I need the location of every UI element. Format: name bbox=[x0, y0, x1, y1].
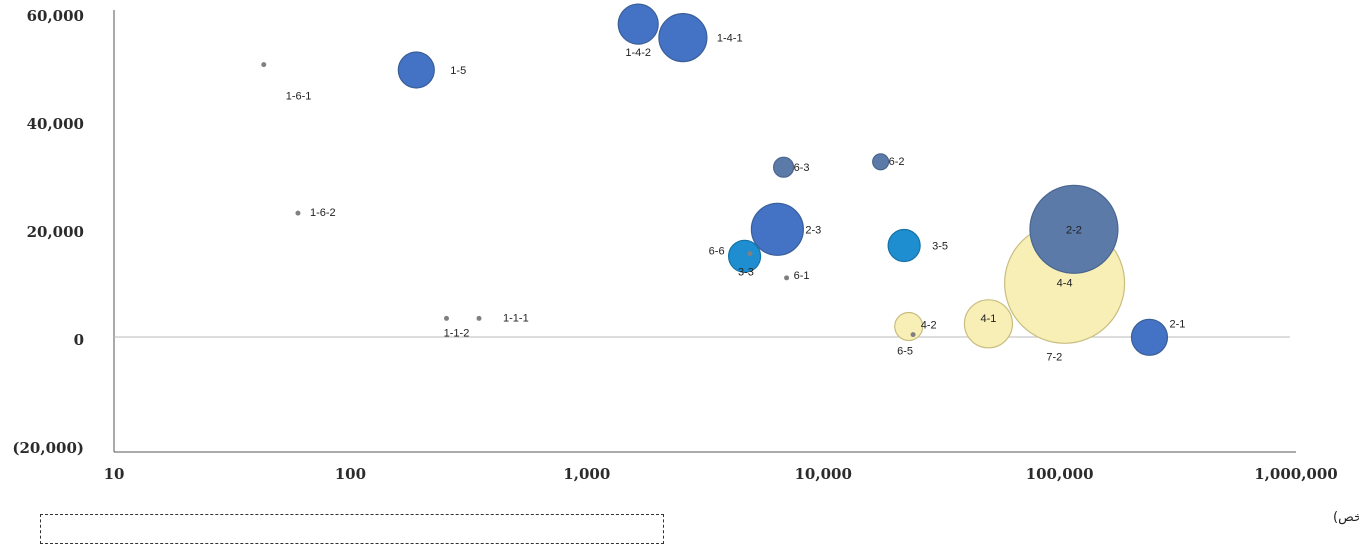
bubble-4-1 bbox=[963, 299, 1014, 349]
point-label: 6-6 bbox=[709, 245, 725, 257]
bubble-2-2 bbox=[1029, 184, 1119, 274]
point-label: 1-4-1 bbox=[717, 33, 743, 45]
x-tick-labels: 10 100 1,000 10,000 100,000 1,000,000 bbox=[104, 465, 1338, 483]
bubble-6-5 bbox=[910, 332, 916, 338]
bubble-3-3 bbox=[747, 251, 753, 257]
point-label: 3-3 bbox=[738, 267, 754, 279]
point-label: 1-1-1 bbox=[503, 312, 529, 324]
bubble-6-2 bbox=[872, 153, 890, 171]
x-tick-label: 10 bbox=[104, 465, 125, 483]
point-label: 1-1-2 bbox=[444, 327, 470, 339]
legend-box bbox=[40, 514, 664, 544]
bubble-1-1-2 bbox=[444, 315, 450, 321]
point-label: 1-5 bbox=[450, 65, 466, 77]
x-tick-label: 100,000 bbox=[1026, 465, 1094, 483]
bubble-1-6-2 bbox=[295, 210, 301, 216]
bubble-3-5 bbox=[887, 228, 921, 263]
point-label: 6-1 bbox=[794, 270, 810, 282]
bubble-1-5 bbox=[397, 51, 435, 89]
bubble-6-6 bbox=[727, 239, 762, 273]
bubble-1-4-1 bbox=[658, 12, 708, 63]
y-tick-label: 40,000 bbox=[27, 115, 84, 133]
point-label: 1-6-1 bbox=[286, 91, 312, 103]
x-axis-title: السكان المتضررون (شخص) bbox=[1333, 510, 1359, 525]
bubbles bbox=[261, 3, 1169, 356]
y-tick-label: 60,000 bbox=[27, 7, 84, 25]
point-label: 6-3 bbox=[794, 162, 810, 174]
point-label: 1-4-2 bbox=[625, 47, 651, 59]
point-label: 4-1 bbox=[980, 313, 996, 325]
x-tick-label: 10,000 bbox=[794, 465, 851, 483]
point-label: 4-4 bbox=[1057, 277, 1073, 289]
point-label: 7-2 bbox=[1046, 351, 1062, 363]
point-label: 2-2 bbox=[1066, 224, 1082, 236]
bubble-1-6-1 bbox=[261, 62, 267, 68]
bubble-1-1-1 bbox=[476, 315, 482, 321]
point-label: 3-5 bbox=[932, 241, 948, 253]
bubble-2-1 bbox=[1130, 318, 1169, 356]
bubble-4-2 bbox=[894, 311, 924, 342]
y-tick-labels: 60,000 40,000 20,000 0 (20,000) bbox=[12, 7, 84, 457]
bubble-6-1 bbox=[784, 275, 790, 281]
bubble-2-3 bbox=[750, 202, 804, 256]
point-label: 1-6-2 bbox=[310, 207, 336, 219]
bubble-1-4-2 bbox=[617, 3, 659, 45]
y-tick-label: 0 bbox=[74, 331, 84, 349]
point-label: 6-5 bbox=[897, 346, 913, 358]
x-tick-label: 1,000,000 bbox=[1254, 465, 1338, 483]
y-tick-label: (20,000) bbox=[12, 439, 84, 457]
point-label: 2-1 bbox=[1169, 318, 1185, 330]
point-label: 4-2 bbox=[921, 320, 937, 332]
point-labels: 1-6-1 1-5 1-4-2 1-4-1 1-6-2 6-3 6-2 2-3 6-6 3-3 6-… bbox=[286, 33, 1186, 364]
bubble-6-3 bbox=[773, 156, 795, 178]
y-tick-label: 20,000 bbox=[27, 223, 84, 241]
x-tick-label: 100 bbox=[335, 465, 366, 483]
point-label: 2-3 bbox=[805, 224, 821, 236]
x-tick-label: 1,000 bbox=[563, 465, 610, 483]
point-label: 6-2 bbox=[889, 156, 905, 168]
